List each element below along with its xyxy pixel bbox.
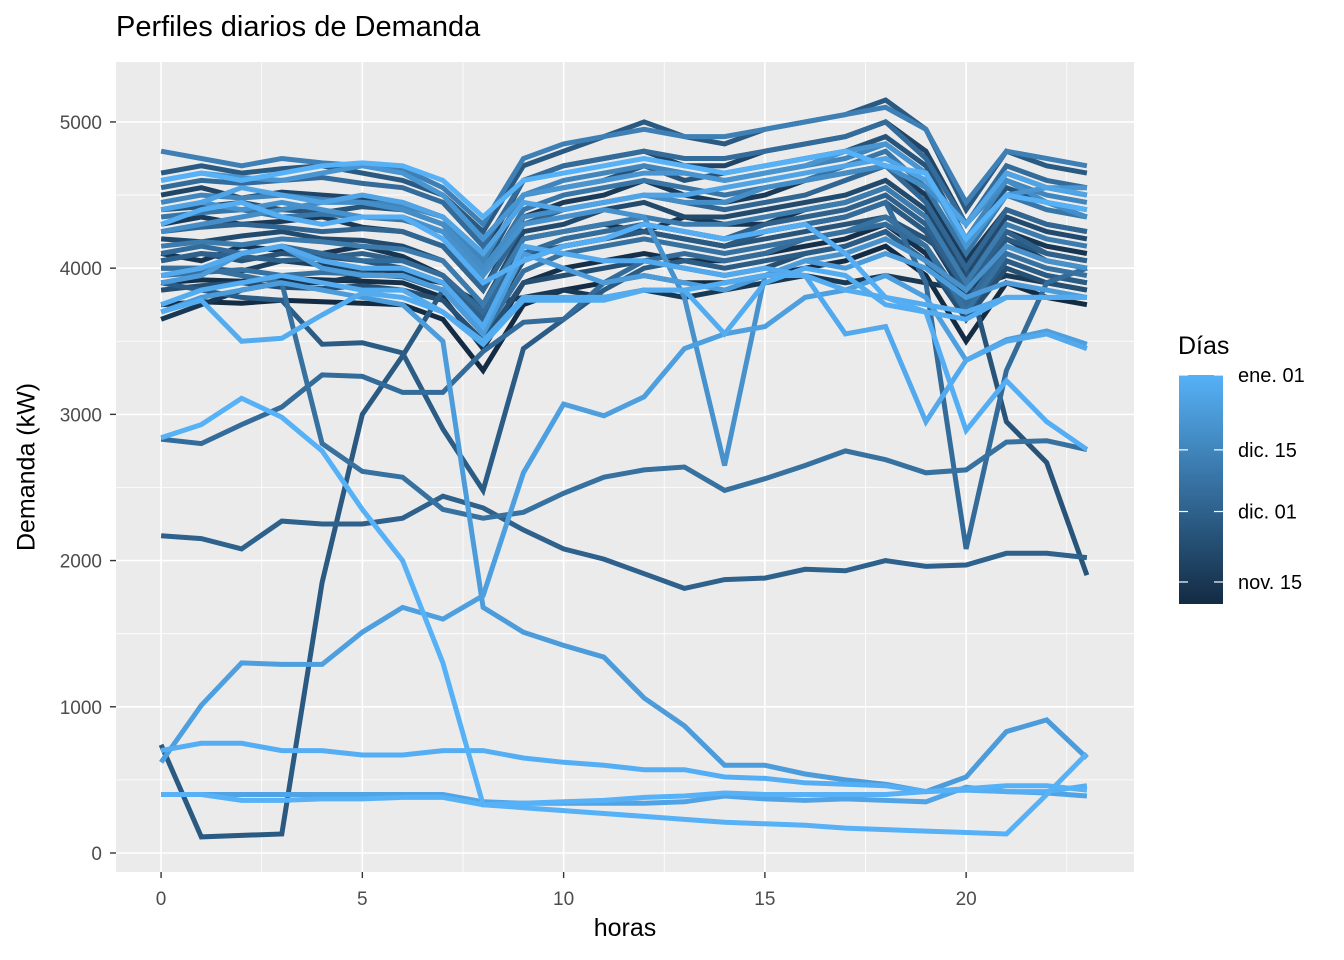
- legend-break-label: ene. 01: [1238, 365, 1305, 387]
- x-tick-label: 15: [754, 889, 775, 910]
- series-line: [161, 784, 1088, 806]
- y-tick-label: 5000: [60, 113, 102, 134]
- x-tick-label: 20: [956, 889, 977, 910]
- chart-title: Perfiles diarios de Demanda: [116, 11, 481, 43]
- x-tick-label: 5: [357, 889, 368, 910]
- legend-break-label: dic. 01: [1238, 502, 1297, 524]
- y-axis-label: Demanda (kW): [12, 382, 41, 552]
- series-line: [160, 148, 1088, 244]
- y-tick-label: 4000: [60, 259, 102, 280]
- series-line: [160, 177, 1088, 309]
- x-tick-label: 0: [156, 889, 167, 910]
- series-line: [160, 104, 1088, 229]
- x-axis-label: horas: [593, 914, 657, 942]
- y-tick-label: 3000: [60, 405, 102, 426]
- series-line: [160, 119, 1088, 251]
- legend-title: Días: [1178, 332, 1230, 360]
- y-tick-label: 0: [91, 844, 102, 865]
- series-line: [160, 199, 1088, 467]
- series-line: [160, 493, 1088, 591]
- colorbar: [1179, 375, 1223, 604]
- series-line: [160, 265, 1087, 348]
- series-line: [161, 783, 1088, 808]
- series-line: [160, 243, 1088, 339]
- series-line: [160, 163, 1088, 295]
- legend-break-label: nov. 15: [1238, 572, 1302, 594]
- series-line: [160, 243, 1088, 427]
- y-tick-label: 1000: [60, 698, 102, 719]
- series-line: [160, 184, 1088, 309]
- x-tick-label: 10: [553, 889, 574, 910]
- series-line: [160, 148, 1088, 280]
- series-line: [160, 199, 1089, 452]
- y-tick-label: 2000: [60, 552, 102, 573]
- series-line: [158, 199, 1088, 840]
- legend-break-label: dic. 15: [1238, 440, 1297, 462]
- series-line: [161, 265, 1088, 521]
- series-line: [160, 395, 1089, 837]
- series-line: [160, 214, 1088, 338]
